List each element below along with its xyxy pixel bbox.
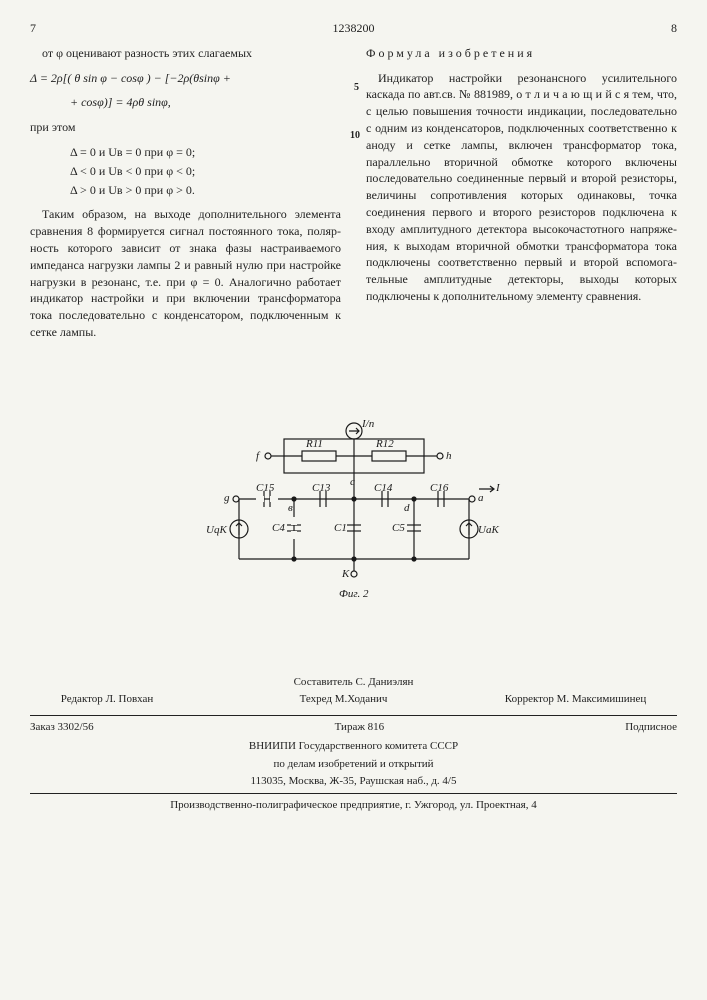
footer-rule-1: [30, 715, 677, 716]
tirazh: Тираж 816: [335, 720, 385, 735]
label-C14: С14: [374, 482, 393, 494]
label-C16: С16: [430, 482, 449, 494]
formula-line2: + cosφ)] = 4ρθ sinφ,: [70, 94, 341, 111]
left-paragraph: Таким образом, на выходе дополни­тельног…: [30, 206, 341, 340]
label-C15: С15: [256, 482, 275, 494]
label-f: f: [256, 450, 261, 462]
composer: С. Даниэлян: [355, 676, 413, 688]
label-Iln: I/n: [361, 419, 375, 430]
line-num-5: 5: [354, 81, 359, 95]
formula-title: Формула изобретения: [366, 45, 677, 62]
label-R12: R12: [375, 438, 394, 450]
editor: Л. Повхан: [106, 693, 154, 705]
tech-label: Техред: [300, 693, 332, 705]
composer-label: Составитель: [294, 676, 353, 688]
corrector: М. Максимишинец: [557, 693, 647, 705]
label-b: в: [288, 502, 293, 514]
circuit-diagram: I/n R11 R12 f h с: [194, 419, 514, 609]
footer-rule-2: [30, 793, 677, 794]
page-right: 8: [671, 20, 677, 37]
label-d: d: [404, 502, 410, 514]
label-Ugk: UqК: [206, 524, 227, 536]
footer-credits: Составитель С. Даниэлян Редактор Л. Повх…: [30, 674, 677, 709]
label-C1: С1: [334, 522, 347, 534]
label-a: a: [478, 492, 484, 504]
editor-label: Редактор: [61, 693, 103, 705]
figure-caption: Фиг. 2: [339, 588, 369, 600]
right-column: 5 10 Формула изобретения Индикатор настр…: [366, 45, 677, 349]
org-address: 113035, Москва, Ж-35, Раушская наб., д. …: [30, 774, 677, 789]
header-row: 7 1238200 8: [30, 20, 677, 37]
corrector-label: Корректор: [505, 693, 554, 705]
footer-row: Заказ 3302/56 Тираж 816 Подписное: [30, 720, 677, 735]
left-intro: от φ оценивают разность этих слагае­мых: [30, 45, 341, 62]
order-number: Заказ 3302/56: [30, 720, 94, 735]
org-line-2: по делам изобретений и открытий: [30, 757, 677, 772]
label-R11: R11: [305, 438, 323, 450]
pri-etom: при этом: [30, 119, 341, 136]
label-I: I: [495, 482, 501, 494]
label-Uak: UaК: [478, 524, 499, 536]
left-column: от φ оценивают разность этих слагае­мых …: [30, 45, 341, 349]
condition-3: Δ > 0 и Uв > 0 при φ > 0.: [70, 182, 341, 199]
label-C5: С5: [392, 522, 405, 534]
org-line-1: ВНИИПИ Государственного комитета СССР: [30, 739, 677, 754]
footer: Составитель С. Даниэлян Редактор Л. Повх…: [30, 674, 677, 814]
label-C13: С13: [312, 482, 331, 494]
page-left: 7: [30, 20, 36, 37]
label-h: h: [446, 450, 452, 462]
label-k: К: [341, 568, 350, 580]
condition-2: Δ < 0 и Uв < 0 при φ < 0;: [70, 163, 341, 180]
right-paragraph: Индикатор настройки резонансного усилите…: [366, 70, 677, 305]
conditions-block: Δ = 0 и Uв = 0 при φ = 0; Δ < 0 и Uв < 0…: [70, 144, 341, 198]
tech: М.Ходанич: [335, 693, 388, 705]
doc-number: 1238200: [333, 20, 375, 37]
label-g: g: [224, 492, 230, 504]
condition-1: Δ = 0 и Uв = 0 при φ = 0;: [70, 144, 341, 161]
formula-line1: Δ = 2ρ[( θ sin φ − cosφ ) − [−2ρ(θsinφ +: [30, 70, 341, 87]
circuit-diagram-wrap: I/n R11 R12 f h с: [30, 419, 677, 614]
label-C4: С4: [272, 522, 285, 534]
podpisnoe: Подписное: [625, 720, 677, 735]
two-column-body: от φ оценивают разность этих слагае­мых …: [30, 45, 677, 349]
print-house: Производственно-полиграфическое предприя…: [30, 798, 677, 813]
line-num-10: 10: [350, 129, 360, 143]
